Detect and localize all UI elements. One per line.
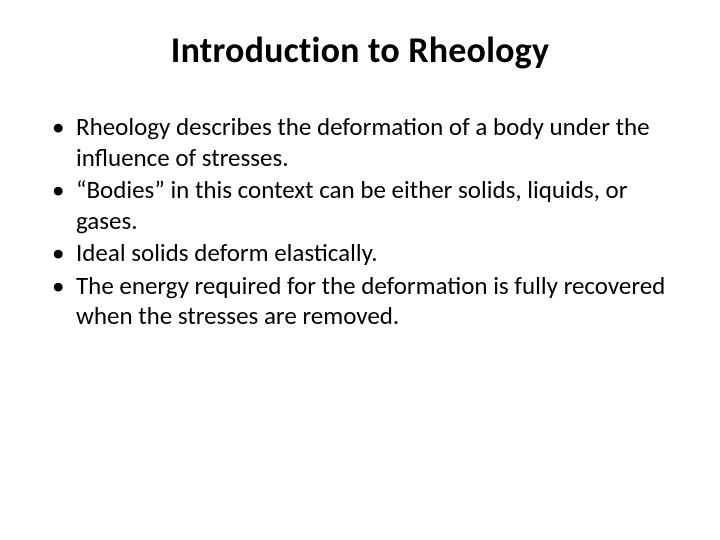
bullet-item: “Bodies” in this context can be either s… [48, 175, 680, 236]
slide-title: Introduction to Rheology [40, 28, 680, 72]
bullet-item: The energy required for the deformation … [48, 271, 680, 332]
slide: Introduction to Rheology Rheology descri… [0, 0, 720, 540]
bullet-item: Rheology describes the deformation of a … [48, 112, 680, 173]
bullet-item: Ideal solids deform elastically. [48, 238, 680, 269]
bullet-list: Rheology describes the deformation of a … [40, 112, 680, 332]
